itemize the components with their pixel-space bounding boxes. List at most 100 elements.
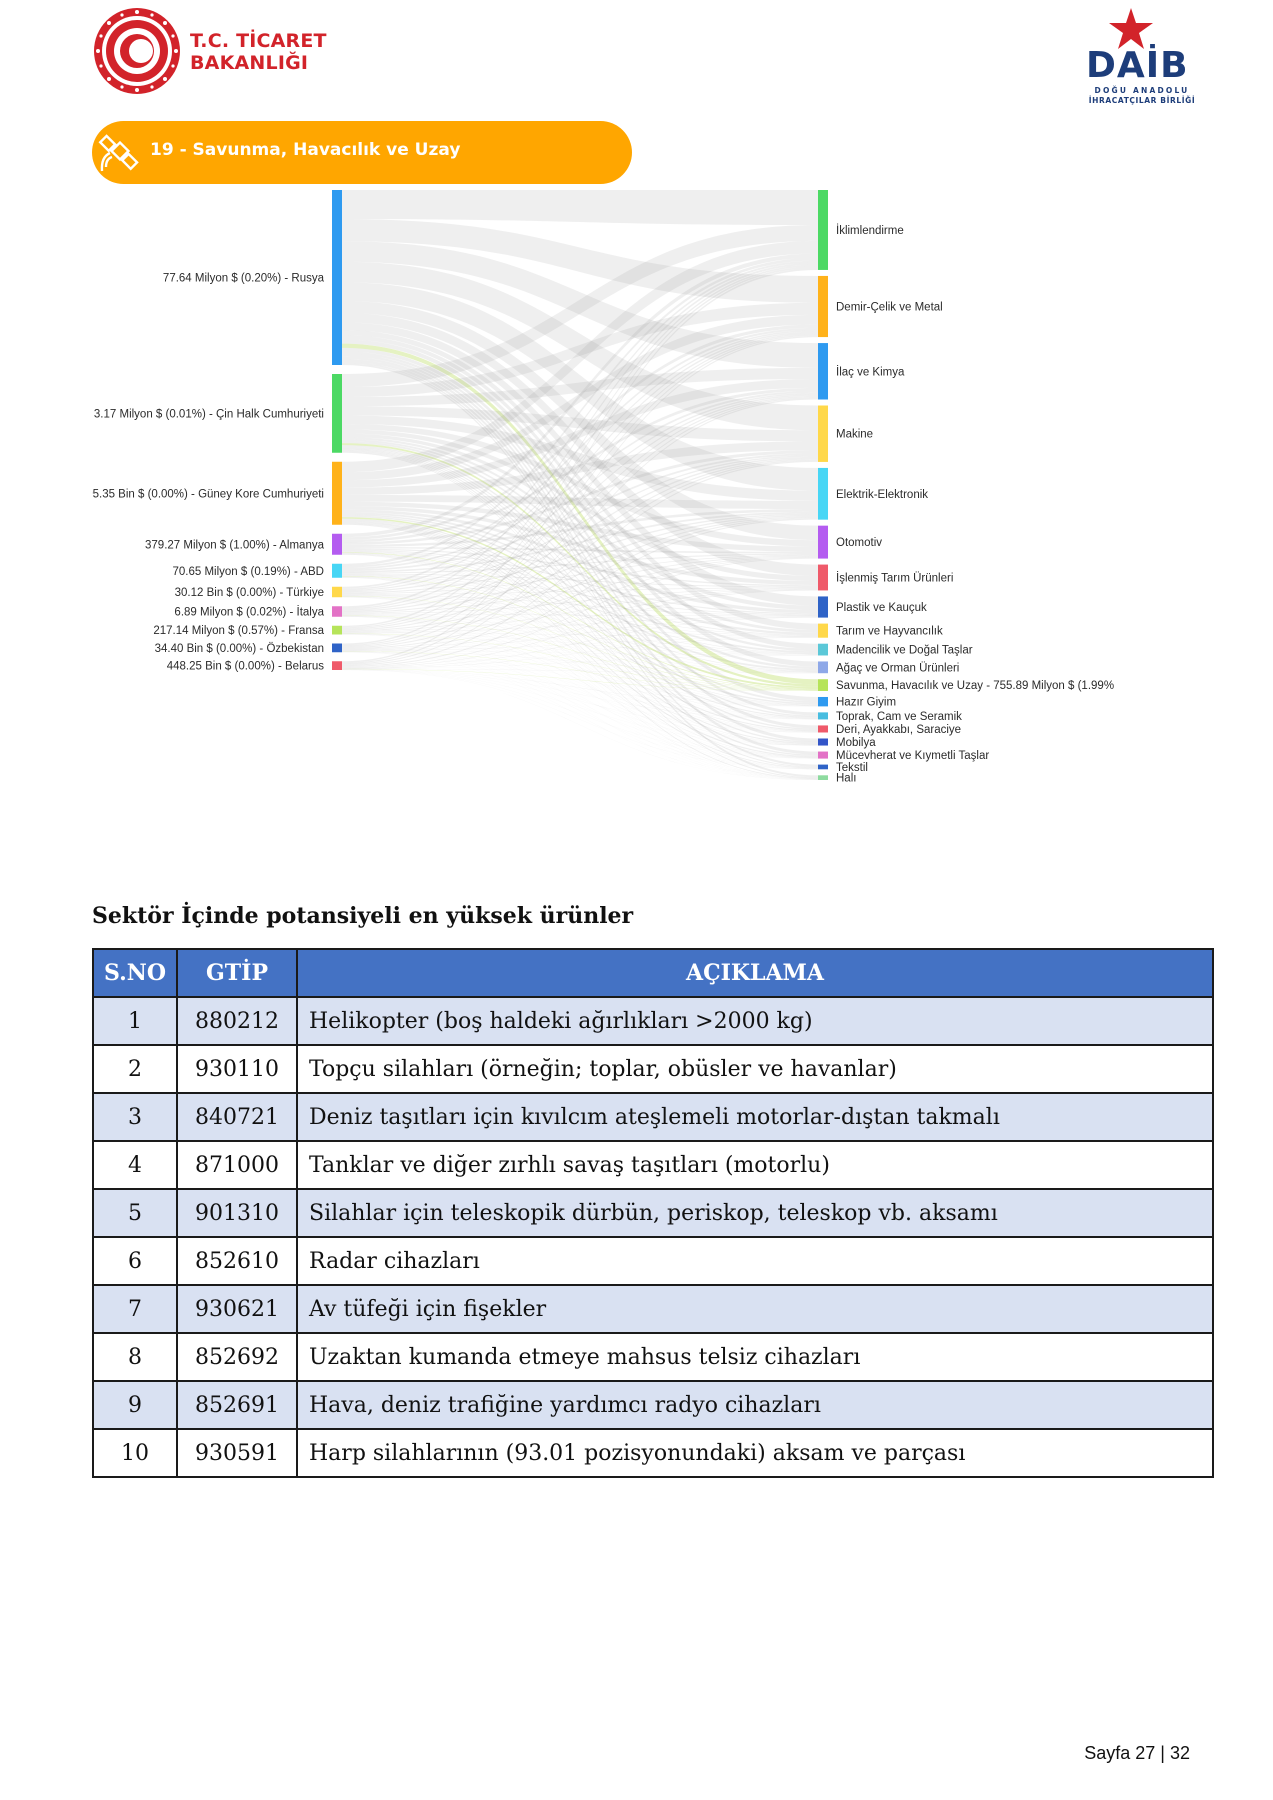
sankey-link-g-ney-kore-cumhuriyeti-to-haz-r-giyim (342, 518, 818, 705)
cell-description: Deniz taşıtları için kıvılcım ateşlemeli… (296, 1092, 1214, 1142)
sankey-labels: 77.64 Milyon $ (0.20%) - Rusya 3.17 Milyo… (92, 224, 1114, 785)
sankey-link-almanya-to-madencilik-ve-do-al-ta-l (342, 551, 818, 654)
sankey-link-i-talya-to-otomotiv (342, 555, 818, 614)
sankey-link-almanya-to-tekstil (342, 554, 818, 769)
sankey-link-zbekistan-to-makine (342, 459, 818, 649)
sankey-link-i-talya-to-savunma-havac-l-k-ve-uza (342, 615, 818, 691)
sankey-link-abd-to-haz-r-giyim (342, 576, 818, 706)
sankey-link-fransa-to-a-a-ve-orman-r-nleri (342, 633, 818, 673)
header-sno: S.NO (92, 948, 178, 998)
ministry-name: T.C. TİCARET BAKANLIĞI (190, 30, 327, 74)
sankey-link-almanya-to-haz-r-giyim (342, 552, 818, 705)
cell-sno: 10 (92, 1428, 178, 1478)
cell-description: Hava, deniz trafiğine yardımcı radyo cih… (296, 1380, 1214, 1430)
sankey-link-zbekistan-to-haz-r-giyim (342, 651, 818, 707)
sankey-target-node-m-cevherat-ve-k-ymetli-ta-lar (818, 751, 828, 759)
sankey-link-fransa-to-plastik-ve-kau-uk (342, 616, 818, 633)
cell-description: Av tüfeği için fişekler (296, 1284, 1214, 1334)
sankey-target-label-i-la-ve-kimya: İlaç ve Kimya (836, 365, 905, 378)
sankey-link-i-talya-to-deri-ayakkab-saraciye (342, 616, 818, 733)
sankey-target-label-savunma-havac-l-k-ve-uzay-755-: Savunma, Havacılık ve Uzay - 755.89 Mily… (836, 680, 1114, 692)
sankey-link-t-rkiye-to-toprak-cam-ve-seramik (342, 596, 818, 719)
sankey-link-i-talya-to-demir-elik-ve-metal (342, 331, 818, 610)
sankey-link-almanya-to-elektrik-elektronik (342, 508, 818, 548)
cell-gtip: 930621 (176, 1284, 298, 1334)
sankey-link-g-ney-kore-cumhuriyeti-to-a-a-ve-orman-r-nleri (342, 515, 818, 671)
sankey-link-zbekistan-to-demir-elik-ve-metal (342, 334, 818, 647)
sankey-link-fransa-to-makine (342, 458, 818, 631)
sankey-target-node-elektrik-elektronik (818, 467, 828, 520)
sankey-link-t-rkiye-to-haz-r-giyim (342, 596, 818, 706)
sankey-link-fransa-to-elektrik-elektronik (342, 516, 818, 632)
sankey-source-node-belarus (332, 661, 342, 670)
cell-sno: 5 (92, 1188, 178, 1238)
sankey-link-rusya-to-madencilik-ve-do-al-ta-l (342, 335, 818, 649)
sankey-link-rusya-to-toprak-cam-ve-seramik (342, 351, 818, 716)
sankey-link-belarus-to-m-cevherat-ve-k-ymetli-t (342, 669, 818, 759)
sankey-source-node-fransa (332, 625, 342, 635)
sankey-link-in-halk-cumhuriyeti-to-toprak-cam-ve-seramik (342, 446, 818, 717)
sankey-link-belarus-to-toprak-cam-ve-seramik (342, 669, 818, 720)
daib-star-icon (1109, 8, 1153, 49)
sankey-target-label-makine: Makine (836, 429, 873, 441)
sankey-link-fransa-to-toprak-cam-ve-seramik (342, 633, 818, 720)
sankey-link-almanya-to-mobilya (342, 553, 818, 745)
sankey-link-zbekistan-to-i-la-ve-kimya (342, 397, 818, 648)
sankey-link-zbekistan-to-hal (342, 652, 818, 780)
sankey-source-label-zbekistan: 34.40 Bin $ (0.00%) - Özbekistan (155, 643, 324, 655)
sankey-link-g-ney-kore-cumhuriyeti-to-tekstil (342, 523, 818, 769)
sankey-link-g-ney-kore-cumhuriyeti-to-makine (342, 441, 818, 495)
sankey-link-in-halk-cumhuriyeti-to-makine (342, 406, 818, 442)
sankey-link-abd-to-mobilya (342, 577, 818, 745)
daib-logo: DAİB DOĞU ANADOLU İHRACATÇILAR BİRLİĞİ (1080, 8, 1200, 105)
sankey-link-almanya-to-savunma-havac-l-k-ve-uza (342, 552, 818, 690)
sankey-link-rusya-to-i-klimlendirme (342, 190, 818, 226)
sankey-link-t-rkiye-to-hal (342, 597, 818, 780)
sankey-link-fransa-to-hal (342, 634, 818, 780)
sankey-link-t-rkiye-to-tekstil (342, 597, 818, 769)
sankey-link-belarus-to-mobilya (342, 669, 818, 746)
sankey-link-belarus-to-i-klimlendirme (342, 268, 818, 663)
sankey-link-rusya-to-otomotiv (342, 300, 818, 541)
sankey-link-belarus-to-hal (342, 669, 818, 780)
sankey-link-almanya-to-a-a-ve-orman-r-nleri (342, 551, 818, 672)
sankey-link-zbekistan-to-tar-m-ve-hayvanc-l-k (342, 637, 818, 651)
sankey-link-g-ney-kore-cumhuriyeti-to-madencilik-ve-do-al-ta-l (342, 513, 818, 654)
sankey-link-t-rkiye-to-otomotiv (342, 554, 818, 595)
sankey-link-rusya-to-savunma-havac-l-k-ve-uza (342, 343, 818, 685)
sankey-target-label-madencilik-ve-do-al-ta-lar: Madencilik ve Doğal Taşlar (836, 645, 973, 657)
sankey-target-node-madencilik-ve-do-al-ta-lar (818, 643, 828, 656)
sankey-link-rusya-to-i-la-ve-kimya (342, 241, 818, 368)
cell-description: Harp silahlarının (93.01 pozisyonundaki)… (296, 1428, 1214, 1478)
daib-wordmark: DAİB (1086, 45, 1189, 86)
sankey-link-in-halk-cumhuriyeti-to-hal (342, 451, 818, 779)
sankey-link-abd-to-madencilik-ve-do-al-ta-l (342, 575, 818, 655)
sankey-link-g-ney-kore-cumhuriyeti-to-otomotiv (342, 501, 818, 552)
sankey-link-belarus-to-a-a-ve-orman-r-nleri (342, 668, 818, 674)
cell-sno: 6 (92, 1236, 178, 1286)
sankey-source-node-g-ney-kore-cumhuriyeti (332, 461, 342, 525)
sankey-link-g-ney-kore-cumhuriyeti-to-m-cevherat-ve-k-ymetli-t (342, 522, 818, 758)
sankey-target-label-mobilya: Mobilya (836, 737, 876, 749)
sankey-link-i-talya-to-haz-r-giyim (342, 615, 818, 706)
sankey-link-almanya-to-i-klimlendirme (342, 253, 818, 538)
sankey-source-label-fransa: 217.14 Milyon $ (0.57%) - Fransa (153, 625, 324, 637)
sankey-link-rusya-to-deri-ayakkab-saraciye (342, 353, 818, 729)
table-header-row: S.NO GTİP AÇIKLAMA (92, 948, 1214, 998)
sankey-source-label-g-ney-kore-cumhuriyeti: 595.35 Bin $ (0.00%) - Güney Kore Cumhur… (92, 488, 324, 500)
ministry-name-line1: T.C. TİCARET (190, 30, 327, 52)
page-number: Sayfa 27 | 32 (1084, 1743, 1190, 1763)
cell-sno: 7 (92, 1284, 178, 1334)
sankey-link-t-rkiye-to-deri-ayakkab-saraciye (342, 596, 818, 732)
sankey-target-node-i-lenmi-tar-m-r-nleri (818, 564, 828, 591)
sankey-link-in-halk-cumhuriyeti-to-madencilik-ve-do-al-ta-l (342, 439, 818, 652)
sankey-link-rusya-to-plastik-ve-kau-uk (342, 322, 818, 606)
cell-gtip: 930591 (176, 1428, 298, 1478)
cell-description: Uzaktan kumanda etmeye mahsus telsiz cih… (296, 1332, 1214, 1382)
sankey-source-node-i-talya (332, 606, 342, 617)
sankey-link-abd-to-elektrik-elektronik (342, 511, 818, 573)
header-description: AÇIKLAMA (296, 948, 1214, 998)
sankey-link-rusya-to-hal (342, 363, 818, 778)
sankey-target-node-otomotiv (818, 525, 828, 559)
sankey-link-in-halk-cumhuriyeti-to-demir-elik-ve-metal (342, 302, 818, 398)
